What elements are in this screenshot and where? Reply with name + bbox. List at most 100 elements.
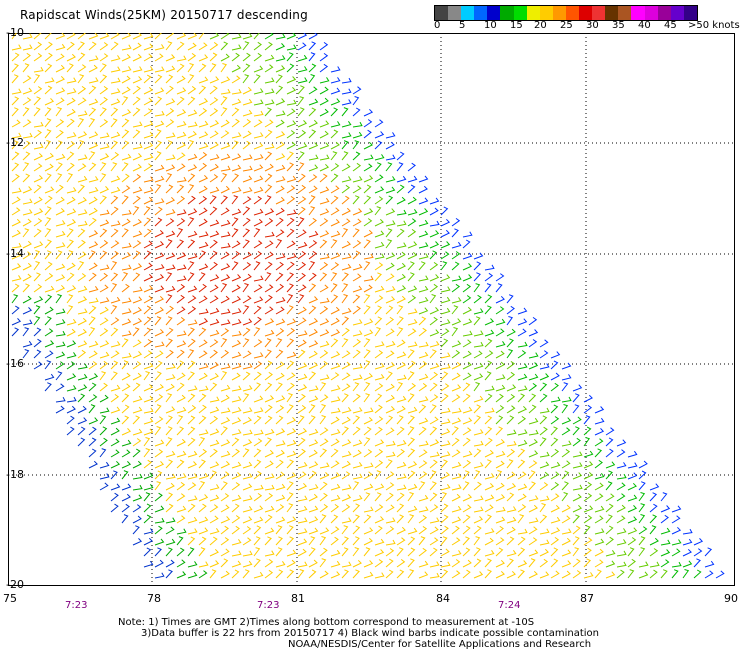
wind-barb [605,536,614,546]
wind-barb [451,550,462,557]
wind-barb [330,549,341,557]
wind-barb [330,272,338,282]
wind-barb [242,63,251,73]
wind-barb [55,33,66,40]
wind-barb [594,406,605,414]
wind-barb [253,65,264,73]
wind-barb [187,371,195,381]
wind-barb [297,217,305,227]
wind-barb [154,66,165,73]
wind-barb [352,349,361,359]
wind-barb [242,262,252,271]
wind-barb [231,195,239,205]
scale-swatch [579,6,593,20]
wind-barb [176,559,186,568]
wind-barb [473,395,484,403]
wind-barb [77,131,88,139]
wind-barb [594,493,604,502]
wind-barb [385,427,395,436]
wind-barb [363,437,371,447]
wind-barb [11,207,21,216]
wind-barb [341,525,349,535]
wind-barb [55,361,65,370]
wind-barb [319,163,330,172]
wind-barb [66,318,77,326]
wind-barb [33,272,41,282]
wind-barb [330,438,340,447]
wind-barb [275,33,286,40]
wind-barb [209,163,219,172]
wind-barb [363,129,372,139]
wind-barb [77,308,88,315]
wind-barb [528,526,538,535]
wind-barb [176,176,187,183]
wind-barb [583,505,594,513]
wind-barb [275,415,284,425]
wind-barb [495,306,505,315]
wind-barb [66,385,77,392]
wind-barb [165,154,176,161]
wind-barb [253,74,261,84]
wind-barb [165,41,173,51]
wind-barb [330,536,339,546]
wind-barb [66,151,75,161]
wind-barb [429,294,437,304]
wind-barb [330,87,341,95]
wind-barb [132,382,141,392]
lat-label: -16 [6,357,24,370]
wind-barb [198,283,207,293]
wind-barb [462,393,471,403]
wind-barb [44,163,54,172]
wind-barb [308,129,317,139]
wind-barb [143,217,152,227]
wind-barb [143,186,154,194]
wind-barb [198,448,208,458]
wind-barb [451,484,462,491]
wind-barb [66,108,76,117]
wind-barb [209,339,219,348]
wind-barb [77,373,88,381]
wind-barb [264,173,273,183]
wind-barb [121,461,132,469]
wind-barb [605,571,616,579]
wind-barb [165,119,175,128]
wind-barb [143,53,153,62]
wind-barb [132,317,143,326]
wind-barb [616,515,626,524]
wind-barb [55,87,66,95]
wind-barb [319,394,329,403]
wind-barb [220,130,230,139]
wind-barb [165,450,176,458]
wind-barb [99,186,110,194]
wind-barb [374,439,385,447]
wind-barb [165,482,175,491]
wind-barb [154,44,165,51]
wind-barb [418,536,426,546]
wind-barb [77,273,87,282]
wind-barb [66,77,77,84]
wind-barb [484,371,492,381]
wind-barb [110,151,120,161]
wind-barb [341,218,351,227]
wind-barb [121,318,132,326]
wind-barb [132,494,143,502]
wind-barb [308,98,319,106]
wind-barb [462,481,470,491]
wind-barb [209,415,219,425]
wind-barb [231,515,241,524]
wind-barb [704,570,714,579]
wind-barb [308,74,316,84]
lon-label: 84 [436,592,450,605]
wind-barb [209,548,219,557]
wind-barb [341,195,350,205]
wind-barb [22,97,32,106]
wind-barb [374,549,385,557]
wind-barb [209,295,219,304]
wind-barb [550,504,560,513]
wind-barb [55,64,65,73]
wind-barb [165,252,176,260]
wind-barb [99,33,110,40]
wind-barb [473,571,484,579]
wind-barb [187,482,197,491]
wind-barb [187,230,198,238]
